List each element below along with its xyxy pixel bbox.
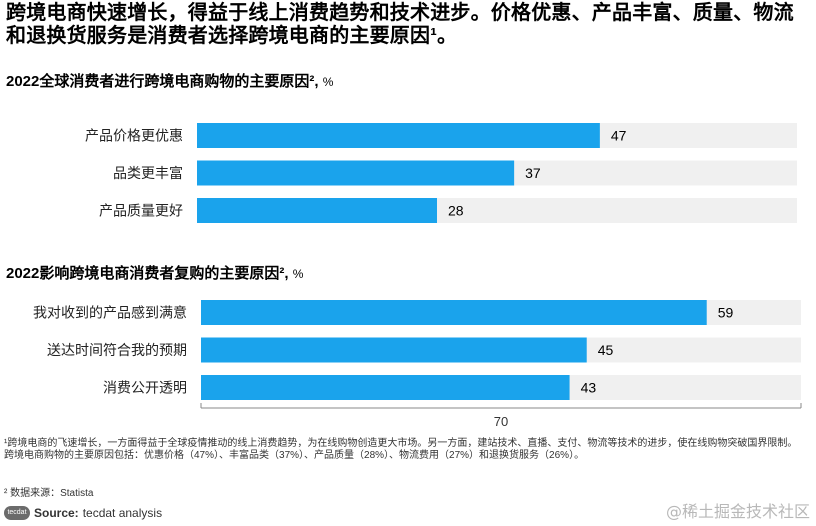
value-label: 45 (598, 342, 614, 358)
bar (197, 160, 515, 186)
chart2-bar-chart: 我对收到的产品感到满意 59 送达时间符合我的预期 45 消费公开透明 43 70 (33, 300, 802, 429)
bar (201, 300, 707, 325)
value-label: 37 (525, 165, 541, 181)
category-label: 消费公开透明 (103, 380, 187, 396)
source-label: Source: (34, 506, 79, 520)
value-label: 28 (448, 203, 464, 219)
bar (197, 123, 600, 148)
source-text: tecdat analysis (82, 506, 163, 520)
chart1-title-text: 2022全球消费者进行跨境电商购物的主要原因², (6, 73, 319, 90)
category-label: 品类更丰富 (113, 165, 183, 181)
value-label: 47 (611, 128, 627, 144)
category-label: 送达时间符合我的预期 (47, 342, 187, 358)
chart2-title-text: 2022影响跨境电商消费者复购的主要原因², (6, 265, 289, 282)
source-line: tecdat Source: tecdat analysis (4, 506, 162, 520)
x-axis-tick-label: 70 (494, 414, 508, 429)
watermark: @稀土掘金技术社区 (665, 502, 810, 521)
chart2-unit: % (292, 267, 304, 281)
category-label: 产品价格更优惠 (85, 128, 183, 144)
chart1-bar-chart: 产品价格更优惠 47 品类更丰富 37 产品质量更好 28 (85, 123, 797, 223)
footnote-data-source: ² 数据来源：Statista (4, 488, 94, 499)
bar (197, 198, 437, 223)
bar (201, 337, 587, 363)
headline: 跨境电商快速增长，得益于线上消费趋势和技术进步。价格优惠、产品丰富、质量、物流和… (6, 2, 794, 47)
category-label: 产品质量更好 (99, 203, 183, 219)
chart1-unit: % (322, 75, 334, 89)
value-label: 43 (581, 380, 597, 396)
bar (201, 375, 570, 400)
footnote: ¹跨境电商的飞速增长，一方面得益于全球疫情推动的线上消费趋势，为在线购物创造更大… (4, 438, 798, 461)
category-label: 我对收到的产品感到满意 (33, 305, 187, 321)
chart2-title: 2022影响跨境电商消费者复购的主要原因², % (6, 262, 303, 283)
tecdat-logo-icon: tecdat (4, 506, 30, 520)
chart1-title: 2022全球消费者进行跨境电商购物的主要原因², % (6, 70, 333, 91)
value-label: 59 (718, 305, 734, 321)
